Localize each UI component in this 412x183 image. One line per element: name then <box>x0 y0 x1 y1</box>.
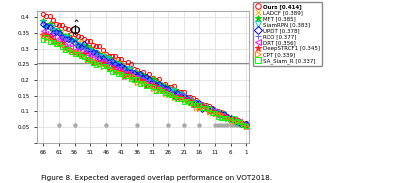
Text: Figure 8. Expected averaged overlap performance on VOT2018.: Figure 8. Expected averaged overlap perf… <box>41 175 272 181</box>
Legend: Ours [0.414], LADCF [0.389], MFT [0.385], SiamRPN [0.383], UPDT [0.378], RCO [0.: Ours [0.414], LADCF [0.389], MFT [0.385]… <box>253 2 322 66</box>
Text: $\hat{\Phi}$: $\hat{\Phi}$ <box>69 20 81 40</box>
